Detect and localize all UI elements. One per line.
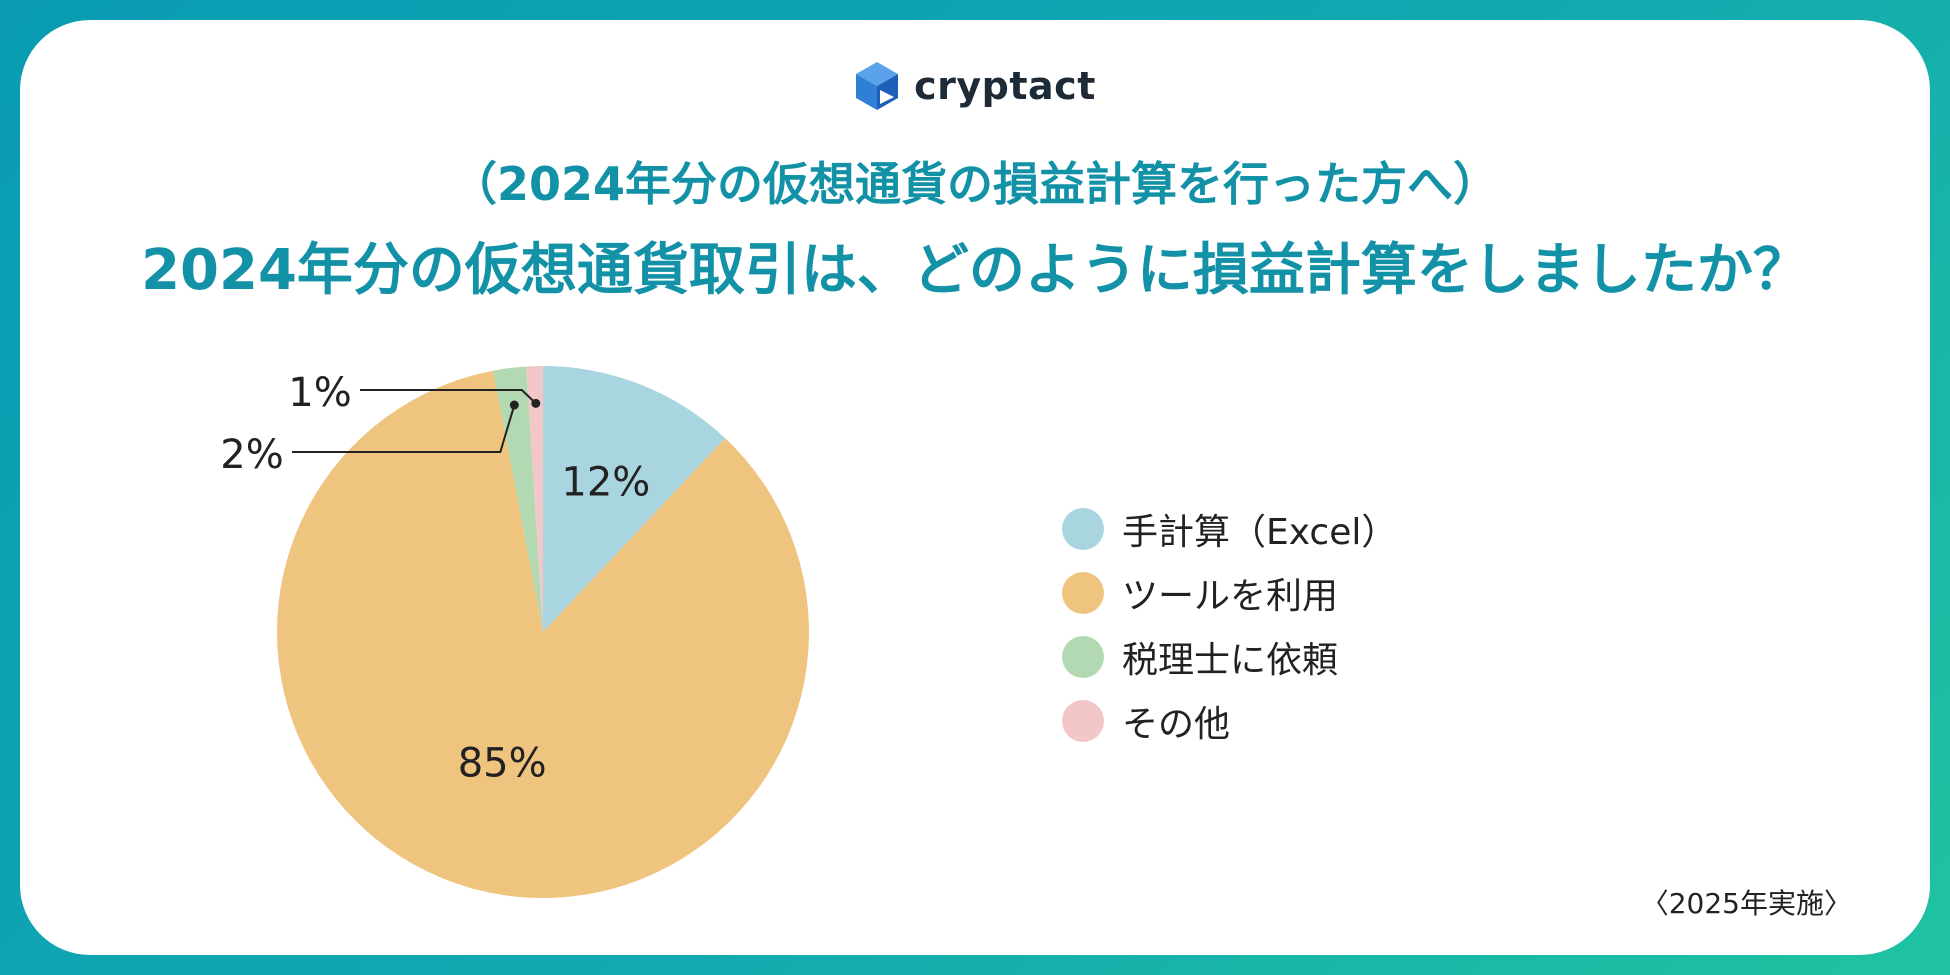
pie-slice-excel	[543, 366, 726, 632]
leader-dot-other	[531, 398, 541, 408]
pie-slice-tool	[276, 370, 809, 899]
legend-swatch-tax	[1062, 636, 1104, 678]
legend-item-excel: 手計算（Excel）	[1062, 507, 1397, 553]
legend-swatch-tool	[1062, 572, 1104, 614]
legend-item-tool: ツールを利用	[1062, 571, 1397, 617]
chart-legend: 手計算（Excel） ツールを利用 税理士に依頼 その他	[1062, 507, 1397, 745]
legend-item-tax: 税理士に依頼	[1062, 635, 1397, 681]
legend-label-tool: ツールを利用	[1122, 576, 1339, 617]
brand-name: cryptact	[914, 64, 1096, 108]
legend-label-other: その他	[1122, 704, 1231, 745]
leader-line-other	[360, 389, 537, 405]
legend-swatch-other	[1062, 700, 1104, 742]
survey-date-note: 〈2025年実施〉	[1640, 887, 1852, 920]
leader-dot-tax	[509, 400, 519, 410]
legend-item-other: その他	[1062, 699, 1397, 745]
pie-slice-other	[526, 366, 543, 632]
legend-label-excel: 手計算（Excel）	[1122, 512, 1398, 553]
data-label-tool: 85%	[458, 740, 547, 786]
data-label-other: 1%	[288, 370, 351, 416]
data-label-excel: 12%	[561, 460, 650, 506]
data-label-tax: 2%	[220, 432, 283, 478]
page-subtitle: （2024年分の仮想通貨の損益計算を行った方へ）	[450, 157, 1500, 211]
leader-line-tax	[292, 404, 516, 453]
brand-logo: cryptact	[0, 60, 1950, 112]
cryptact-logo-icon	[856, 62, 899, 110]
page-title: 2024年分の仮想通貨取引は、どのように損益計算をしましたか？	[141, 238, 1809, 303]
legend-swatch-excel	[1062, 508, 1104, 550]
legend-label-tax: 税理士に依頼	[1122, 640, 1339, 681]
